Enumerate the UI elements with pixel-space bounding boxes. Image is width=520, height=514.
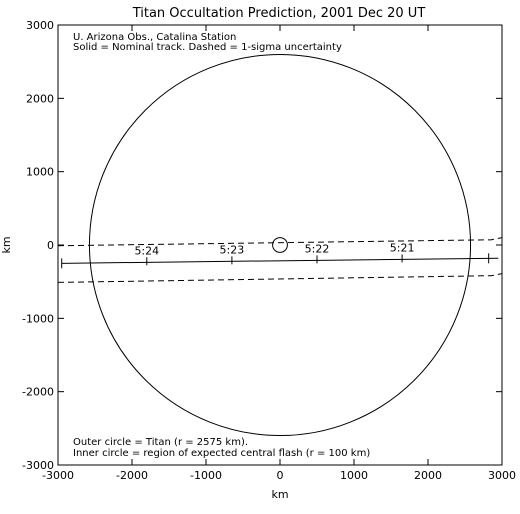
- x-axis-label: km: [271, 488, 288, 501]
- annotation-outer-circle: Outer circle = Titan (r = 2575 km).: [73, 437, 248, 448]
- annotation-inner-circle: Inner circle = region of expected centra…: [73, 448, 370, 459]
- y-tick-label: 2000: [26, 92, 54, 105]
- y-tick-label: 0: [47, 239, 54, 252]
- y-axis-label: km: [0, 236, 13, 253]
- x-tick-label: -3000: [42, 469, 74, 482]
- time-label: 5:22: [305, 242, 330, 255]
- x-tick-label: 0: [277, 469, 284, 482]
- plot-frame: [57, 24, 503, 466]
- lower-uncertainty-line: [57, 273, 503, 283]
- y-tick-label: 3000: [26, 19, 54, 32]
- time-label: 5:21: [390, 241, 415, 254]
- x-tick-label: 2000: [414, 469, 442, 482]
- x-axis: -3000 -2000 -1000 0 1000 2000 3000: [42, 25, 516, 482]
- x-tick-label: -1000: [190, 469, 222, 482]
- x-tick-label: -2000: [116, 469, 148, 482]
- central-flash-inner-circle: [272, 237, 288, 253]
- chart-marks: 5:24 5:23 5:22 5:21: [57, 53, 503, 437]
- x-tick-label: 1000: [340, 469, 368, 482]
- annotation-track-legend: Solid = Nominal track. Dashed = 1-sigma …: [73, 42, 342, 53]
- y-tick-label: 1000: [26, 166, 54, 179]
- y-axis: 3000 2000 1000 0 -1000 -2000 -3000: [22, 19, 502, 472]
- time-label: 5:24: [134, 244, 159, 257]
- y-tick-label: -2000: [22, 386, 54, 399]
- upper-uncertainty-line: [57, 237, 503, 247]
- annotation-observatory: U. Arizona Obs., Catalina Station: [73, 32, 236, 43]
- x-tick-label: 3000: [488, 469, 516, 482]
- y-tick-label: -1000: [22, 312, 54, 325]
- time-label: 5:23: [220, 243, 245, 256]
- chart-title: Titan Occultation Prediction, 2001 Dec 2…: [132, 6, 426, 21]
- nominal-track-line: [61, 257, 499, 264]
- y-tick-label: -3000: [22, 459, 54, 472]
